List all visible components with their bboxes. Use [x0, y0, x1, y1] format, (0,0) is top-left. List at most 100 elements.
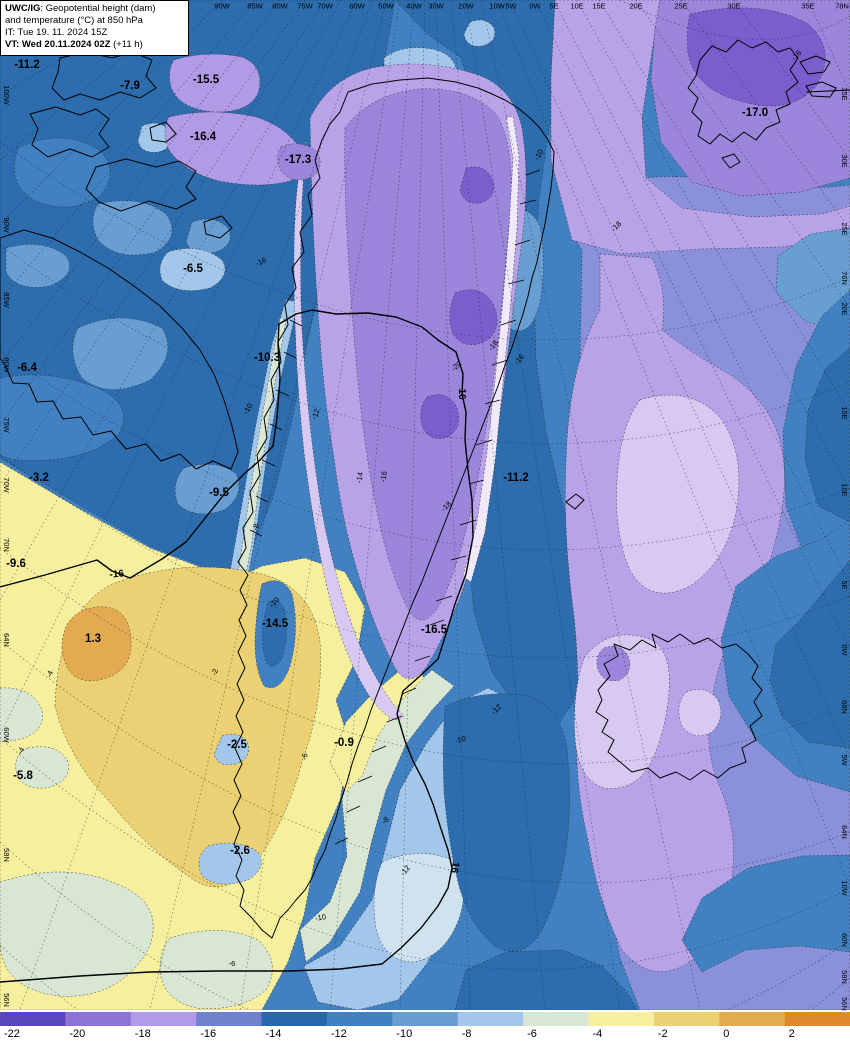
temperature-extreme-label: -11.2: [503, 472, 529, 484]
grid-label-left: 75W: [2, 417, 11, 433]
colorbar-tick-label: -16: [200, 1028, 216, 1040]
temperature-extreme-label: -11.2: [14, 59, 40, 71]
grid-label-right: 5E: [840, 580, 849, 589]
grid-label-right: 68N: [840, 700, 849, 714]
left-grid-labels: 100W 90W 85W 80W 75W 70W 70N 64N 60W 58N 56N: [2, 85, 11, 1007]
height-contour-labels: -16 16 16: [109, 388, 467, 874]
coastline-greenland: [232, 77, 555, 939]
temperature-extreme-label: -9.5: [209, 487, 229, 499]
grid-label-left: 64N: [2, 633, 11, 647]
temperature-extreme-label: -15.5: [193, 74, 220, 86]
product-name: UWC/IG: [5, 3, 41, 14]
isotherm-label: -12: [310, 408, 322, 421]
colorbar-tick-label: -10: [396, 1028, 412, 1040]
grid-label-top: 80W: [272, 2, 288, 11]
grid-label-top: 10W: [489, 2, 505, 11]
temperature-extreme-label: -17.3: [285, 154, 311, 166]
grid-label-left: 58N: [2, 848, 11, 862]
temperature-extreme-label: -10.3: [254, 352, 280, 364]
grid-label-left: 100W: [2, 85, 11, 106]
grid-label-right: 76N: [840, 271, 849, 285]
greenland-fjords: [249, 169, 541, 845]
colorbar-tick-label: -18: [135, 1028, 151, 1040]
isotherm-label: -8: [250, 522, 261, 531]
colorbar-tick-label: 2: [789, 1028, 795, 1040]
grid-label-top: 35E: [801, 2, 814, 11]
grid-label-left: 70W: [2, 477, 11, 493]
isotherm-label: -10: [454, 734, 467, 745]
grid-label-top: 5W: [505, 2, 517, 11]
coastline-canadian-arctic: [0, 51, 239, 470]
coastline-svalbard: [687, 39, 850, 169]
grid-label-left: 70N: [2, 538, 11, 552]
grid-label-right: 25E: [840, 222, 849, 235]
temperature-extreme-label: -16.4: [190, 131, 217, 143]
grid-label-right: 10W: [840, 880, 849, 896]
grid-label-top: 5E: [549, 2, 558, 11]
isotherm-label: -6: [300, 752, 310, 760]
grid-label-top: 20W: [458, 2, 474, 11]
grid-label-top: 0W: [529, 2, 541, 11]
geopotential-height-contour: [0, 309, 474, 983]
temperature-colorbar: -22 -20 -18 -16 -14 -12 -10 -8 -6 -4 -2 0 2: [0, 1012, 850, 1040]
colorbar-segment: [457, 1012, 524, 1026]
title-line-2: and temperature (°C) at 850 hPa: [5, 15, 143, 27]
temperature-extreme-label: -3.2: [29, 472, 49, 484]
coastline-iceland: [595, 633, 763, 781]
grid-label-right: 60N: [840, 933, 849, 947]
valid-time: VT: Wed 20.11.2024 02Z (+11 h): [5, 39, 143, 51]
colorbar-segment: [261, 1012, 328, 1026]
temperature-extreme-label: -6.4: [17, 362, 37, 374]
isotherm-label: -8: [380, 815, 391, 826]
temperature-extreme-label: -14.5: [262, 618, 289, 630]
colorbar-tick-label: 0: [723, 1028, 729, 1040]
title-box: UWC/IG: Geopotential height (dam) and te…: [0, 0, 189, 56]
temperature-extreme-labels: -11.2 -7.9 -15.5 -16.4 -17.3 -17.0 -6.5 -6.4 -10…: [6, 59, 768, 857]
colorbar-segment: [392, 1012, 459, 1026]
isotherm-label: -14: [354, 471, 365, 483]
grid-label-top: 30E: [727, 2, 740, 11]
grid-label-right: 30E: [840, 154, 849, 167]
height-contour-label: -16: [109, 568, 125, 580]
temperature-field: [0, 0, 850, 1010]
grid-label-right: 64N: [840, 825, 849, 839]
isotherm-label: -16: [378, 470, 389, 482]
temperature-extreme-label: -16.5: [421, 624, 448, 636]
colorbar-segment: [784, 1012, 850, 1026]
grid-label-right: 20E: [840, 302, 849, 315]
colorbar-segment: [0, 1012, 66, 1026]
grid-label-top: 25E: [674, 2, 687, 11]
temperature-extreme-label: -7.9: [120, 80, 140, 92]
init-time: IT: Tue 19. 11. 2024 15Z: [5, 27, 108, 39]
colorbar-tick-label: -12: [331, 1028, 347, 1040]
grid-label-top: 78N: [835, 2, 849, 11]
isotherm-label: -4: [15, 746, 26, 756]
grid-label-right: 5W: [840, 754, 849, 766]
grid-label-top: 20E: [629, 2, 642, 11]
colorbar-tick-label: -4: [593, 1028, 603, 1040]
temperature-extreme-label: -6.5: [183, 263, 203, 275]
grid-label-right: 15E: [840, 406, 849, 419]
temperature-extreme-label: -2.5: [227, 739, 247, 751]
colorbar-segment: [588, 1012, 655, 1026]
coastlines: [0, 39, 850, 939]
colorbar-segment: [65, 1012, 132, 1026]
grid-label-left: 90W: [2, 217, 11, 233]
isotherm-label: -16: [254, 255, 268, 268]
isotherm-label: -6: [229, 959, 236, 968]
temperature-extreme-label: -0.9: [334, 737, 354, 749]
grid-label-top: 90W: [214, 2, 230, 11]
grid-label-top: 30W: [428, 2, 444, 11]
grid-label-top: 40W: [406, 2, 422, 11]
colorbar-segment: [653, 1012, 720, 1026]
grid-label-top: 50W: [378, 2, 394, 11]
temperature-extreme-label: -2.6: [230, 845, 250, 857]
grid-label-left: 85W: [2, 292, 11, 308]
grid-label-top: 10E: [570, 2, 583, 11]
colorbar-tick-label: -14: [266, 1028, 282, 1040]
temperature-extreme-label: -17.0: [742, 107, 768, 119]
colorbar-tick-label: -8: [462, 1028, 472, 1040]
height-contour-label: 16: [448, 861, 461, 874]
